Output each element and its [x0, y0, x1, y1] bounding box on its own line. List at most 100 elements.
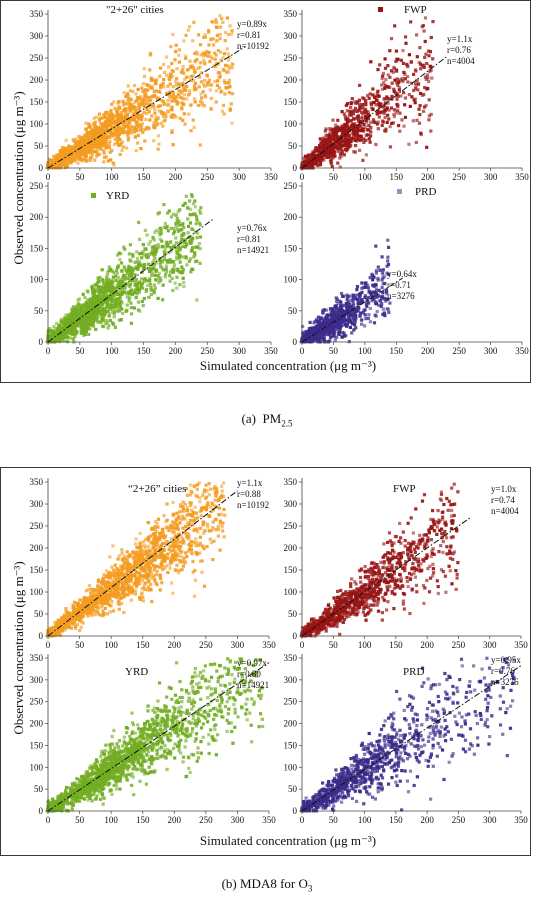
data-point	[102, 155, 107, 160]
data-point	[145, 253, 149, 257]
data-point	[89, 310, 94, 314]
data-point	[357, 98, 362, 102]
data-point	[145, 279, 149, 283]
data-point	[214, 53, 218, 57]
data-point	[316, 315, 320, 319]
data-point	[110, 293, 114, 297]
data-point	[131, 268, 136, 272]
data-point	[322, 151, 326, 155]
data-point	[357, 129, 361, 133]
data-point	[82, 309, 86, 313]
data-point	[71, 305, 76, 309]
data-point	[205, 50, 209, 54]
data-point	[325, 152, 329, 156]
data-point	[117, 106, 121, 111]
data-point	[168, 72, 172, 76]
data-point	[381, 105, 386, 109]
scatter-panel-a-yrd: 0 50 100 150 200 250 300 350050100150200250YRDy…	[30, 181, 279, 356]
data-point	[132, 125, 136, 129]
data-point	[157, 109, 161, 113]
data-point	[427, 54, 431, 58]
data-point	[93, 294, 97, 298]
data-point	[203, 33, 207, 37]
x-tick-label: 250	[201, 172, 215, 182]
data-point	[149, 76, 153, 80]
data-point	[197, 242, 202, 246]
data-point	[188, 59, 192, 63]
data-point	[301, 332, 305, 336]
data-point	[203, 35, 208, 39]
data-point	[229, 102, 233, 106]
data-point	[98, 119, 102, 123]
data-point	[91, 291, 95, 295]
data-point	[168, 260, 172, 264]
data-point	[170, 130, 174, 134]
data-point	[319, 141, 323, 145]
data-point	[81, 292, 85, 296]
data-point	[163, 221, 167, 226]
x-tick-label: 350	[515, 172, 529, 182]
data-point	[69, 314, 73, 318]
stat-label: n=3276	[387, 291, 415, 301]
data-point	[377, 303, 381, 307]
data-point	[66, 162, 70, 166]
data-point	[376, 127, 380, 131]
data-point	[401, 79, 405, 83]
data-point	[56, 327, 60, 331]
data-point	[84, 329, 88, 333]
data-point	[388, 49, 392, 53]
data-point	[98, 116, 103, 120]
data-point	[174, 50, 178, 54]
data-point	[107, 314, 111, 318]
data-point	[339, 300, 343, 304]
data-point	[104, 287, 108, 291]
data-point	[195, 52, 199, 57]
data-point	[164, 115, 168, 119]
data-point	[129, 131, 133, 135]
data-point	[137, 260, 142, 264]
data-point	[336, 140, 340, 144]
data-point	[67, 326, 71, 330]
data-point	[88, 144, 92, 148]
data-point	[413, 86, 418, 91]
data-point	[67, 158, 72, 163]
data-point	[133, 289, 137, 293]
data-point	[308, 339, 312, 343]
data-point	[162, 114, 166, 118]
data-point	[212, 43, 216, 47]
data-point	[110, 120, 114, 124]
data-point	[351, 306, 355, 310]
data-point	[361, 96, 365, 100]
data-point	[182, 226, 186, 230]
data-point	[48, 164, 52, 168]
data-point	[316, 327, 320, 331]
data-point	[406, 64, 410, 68]
data-point	[409, 60, 413, 64]
data-point	[384, 288, 389, 292]
data-point	[99, 122, 103, 126]
data-point	[142, 74, 147, 78]
data-point	[105, 293, 109, 297]
data-point	[117, 100, 121, 104]
data-point	[109, 131, 113, 135]
data-point	[134, 296, 138, 300]
data-point	[353, 312, 357, 316]
data-point	[128, 121, 132, 125]
data-point	[90, 151, 94, 155]
data-point	[401, 49, 405, 53]
data-point	[186, 93, 191, 97]
stat-label: r=0.71	[387, 280, 411, 290]
data-point	[353, 106, 357, 110]
data-point	[157, 276, 161, 280]
data-point	[327, 330, 332, 334]
data-point	[170, 61, 174, 66]
data-point	[112, 311, 117, 315]
data-point	[173, 58, 177, 62]
data-point	[333, 338, 337, 342]
data-point	[325, 155, 329, 159]
data-point	[214, 100, 218, 104]
data-point	[318, 137, 322, 141]
data-point	[310, 330, 314, 334]
data-point	[395, 102, 399, 106]
data-point	[154, 228, 159, 232]
